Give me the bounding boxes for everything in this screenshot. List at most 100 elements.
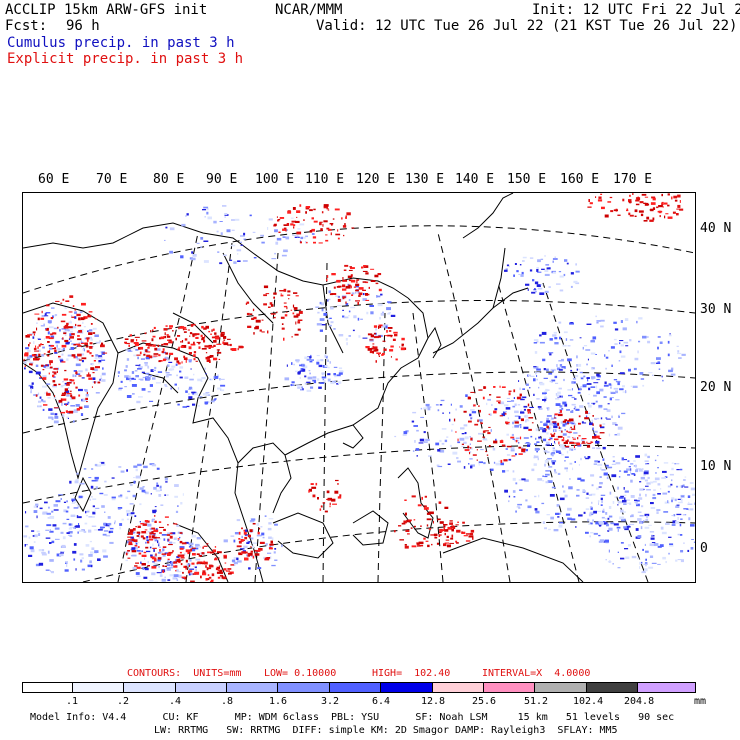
explicit-precip-cell [223, 554, 227, 557]
colorbar-tick: .8 [221, 696, 234, 707]
cumulus-precip-cell [511, 433, 514, 437]
cumulus-precip-cell [647, 340, 651, 344]
cumulus-precip-cell [662, 556, 666, 560]
explicit-precip-cell [444, 529, 449, 532]
cumulus-precip-cell [629, 502, 632, 505]
cumulus-precip-cell [271, 564, 276, 567]
explicit-precip-cell [309, 230, 313, 233]
explicit-precip-cell [181, 340, 184, 343]
cumulus-precip-cell [613, 379, 618, 381]
cumulus-precip-cell [81, 557, 84, 560]
cumulus-precip-cell [209, 378, 213, 381]
cumulus-precip-cell [33, 541, 36, 543]
cumulus-precip-cell [620, 509, 624, 513]
cumulus-precip-cell [201, 377, 206, 380]
explicit-precip-cell [461, 531, 466, 534]
explicit-precip-cell [72, 305, 75, 307]
cumulus-precip-cell [76, 504, 78, 506]
cumulus-precip-cell [66, 532, 70, 534]
explicit-precip-cell [567, 423, 569, 425]
cumulus-precip-cell [640, 476, 645, 480]
cumulus-precip-cell [156, 484, 159, 487]
cumulus-precip-cell [73, 507, 79, 509]
cumulus-precip-cell [635, 464, 637, 468]
cumulus-precip-cell [596, 322, 599, 324]
explicit-precip-cell [131, 538, 135, 541]
cumulus-precip-cell [240, 244, 244, 246]
cumulus-precip-cell [543, 397, 548, 399]
cumulus-precip-cell [320, 359, 324, 362]
cumulus-precip-cell [226, 229, 231, 233]
cumulus-precip-cell [66, 394, 70, 397]
cumulus-precip-cell [572, 377, 577, 380]
cumulus-precip-cell [189, 378, 194, 381]
cumulus-precip-cell [507, 400, 511, 402]
cumulus-precip-cell [678, 501, 683, 504]
cumulus-precip-cell [548, 372, 553, 375]
explicit-precip-cell [365, 272, 369, 275]
cumulus-precip-cell [592, 427, 594, 430]
coastline [492, 247, 506, 309]
cumulus-precip-cell [92, 377, 96, 380]
cumulus-precip-cell [687, 495, 691, 498]
cumulus-precip-cell [671, 497, 675, 501]
explicit-precip-cell [626, 208, 629, 211]
cumulus-precip-cell [301, 363, 305, 366]
explicit-precip-cell [140, 535, 144, 538]
explicit-precip-cell [134, 336, 140, 338]
explicit-precip-cell [37, 346, 39, 349]
cumulus-precip-cell [135, 364, 140, 366]
explicit-precip-cell [477, 419, 479, 423]
cumulus-precip-cell [533, 463, 537, 466]
cumulus-precip-cell [677, 559, 682, 561]
cumulus-precip-cell [441, 428, 447, 430]
cumulus-precip-cell [611, 474, 617, 478]
cumulus-precip-cell [268, 218, 273, 221]
explicit-precip-cell [332, 503, 337, 505]
cumulus-precip-cell [200, 246, 202, 249]
cumulus-precip-cell [33, 341, 35, 344]
cumulus-precip-cell [615, 399, 620, 401]
cumulus-precip-cell [67, 328, 73, 330]
explicit-precip-cell [387, 334, 393, 337]
cumulus-precip-cell [42, 511, 48, 515]
explicit-precip-cell [498, 402, 501, 404]
cumulus-precip-cell [428, 455, 432, 457]
explicit-precip-cell [127, 539, 132, 541]
cumulus-precip-cell [506, 264, 510, 267]
explicit-precip-cell [343, 269, 347, 271]
explicit-precip-cell [216, 551, 222, 554]
cumulus-precip-cell [29, 361, 34, 364]
explicit-precip-cell [604, 214, 609, 218]
cumulus-precip-cell [249, 520, 255, 523]
explicit-precip-cell [208, 346, 214, 348]
explicit-precip-cell [216, 343, 222, 345]
cumulus-precip-cell [620, 355, 626, 358]
explicit-precip-cell [77, 345, 82, 347]
cumulus-precip-cell [111, 477, 115, 479]
lon-label: 170 E [613, 172, 653, 187]
explicit-precip-cell [55, 300, 60, 302]
cumulus-precip-cell [524, 414, 529, 418]
cumulus-precip-cell [32, 336, 35, 339]
cumulus-precip-cell [191, 535, 196, 538]
explicit-precip-cell [382, 352, 385, 356]
cumulus-precip-cell [29, 355, 33, 358]
cumulus-precip-cell [82, 321, 84, 324]
explicit-precip-cell [167, 553, 171, 556]
cumulus-precip-cell [537, 271, 542, 273]
cumulus-precip-cell [101, 372, 106, 376]
cumulus-precip-cell [175, 363, 178, 366]
cumulus-precip-cell [539, 341, 545, 344]
cumulus-precip-cell [537, 438, 543, 440]
cumulus-precip-cell [554, 471, 558, 474]
explicit-precip-cell [450, 537, 454, 540]
explicit-precip-cell [470, 529, 475, 533]
cumulus-precip-cell [224, 216, 226, 218]
cumulus-precip-cell [544, 270, 549, 272]
cumulus-precip-cell [439, 439, 442, 443]
cumulus-precip-cell [85, 368, 88, 372]
cumulus-precip-cell [33, 394, 39, 396]
cumulus-precip-cell [449, 444, 452, 447]
explicit-precip-cell [54, 395, 56, 397]
